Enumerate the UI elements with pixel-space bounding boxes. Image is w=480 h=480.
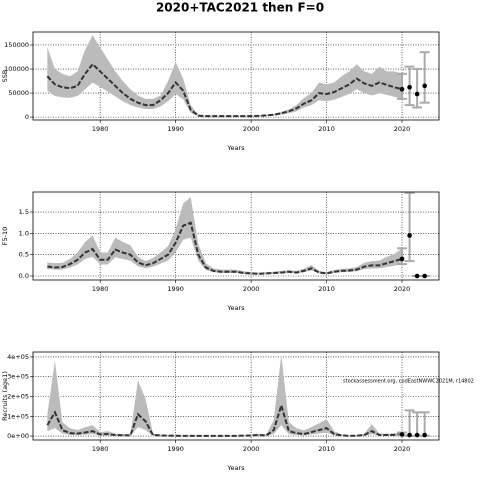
projection-point (407, 432, 412, 438)
y-axis-label: F5-10 (1, 227, 9, 246)
x-tick-label: 2010 (318, 285, 335, 293)
plot-frame (32, 351, 440, 441)
plot-frame (32, 31, 440, 121)
projection-point (399, 256, 405, 262)
x-tick-label: 1980 (92, 285, 109, 293)
projection-point (407, 85, 412, 90)
y-axis-label: SSB (1, 70, 9, 83)
y-tick-label: 2e+05 (7, 392, 29, 400)
y-tick-label: 150000 (4, 41, 29, 49)
confidence-band (47, 35, 403, 117)
y-tick-label: 100000 (4, 65, 29, 73)
x-tick-label: 2020 (394, 125, 411, 133)
confidence-band (47, 354, 403, 436)
x-axis-label: Years (226, 464, 245, 472)
y-tick-label: 1.5 (19, 208, 29, 216)
y-axis-label: Recruits (age1) (1, 371, 9, 421)
chart-title: 2020+TAC2021 then F=0 (156, 1, 324, 15)
estimate-line (46, 401, 403, 437)
x-tick-label: 2010 (318, 125, 335, 133)
projection-point (399, 432, 405, 437)
x-tick-label: 2000 (243, 445, 260, 453)
x-tick-label: 1980 (92, 125, 109, 133)
projection-point (422, 83, 427, 89)
y-tick-label: 3e+05 (7, 373, 29, 381)
x-tick-label: 1990 (167, 445, 184, 453)
confidence-band (47, 197, 403, 275)
projection-point (414, 432, 420, 438)
projection-point (399, 86, 405, 92)
x-tick-label: 1990 (167, 285, 184, 293)
y-tick-label: 0e+00 (7, 432, 29, 440)
x-tick-label: 2000 (243, 125, 260, 133)
projection-point (422, 273, 427, 279)
projection-point (414, 91, 420, 97)
y-tick-label: 1e+05 (7, 412, 29, 420)
x-tick-label: 2010 (318, 445, 335, 453)
y-tick-label: 0.5 (19, 251, 29, 259)
y-tick-label: 1.0 (19, 229, 29, 237)
x-tick-label: 2020 (394, 285, 411, 293)
annotation: stockassessment.org, codEastNWWC2021M, r… (343, 379, 474, 385)
x-tick-label: 1990 (167, 125, 184, 133)
projection-point (407, 233, 412, 238)
y-tick-label: 50000 (8, 89, 29, 97)
y-tick-label: 4e+05 (7, 353, 29, 361)
plot-frame (32, 191, 440, 281)
y-tick-label: 0.0 (19, 272, 29, 280)
y-tick-label: 0 (25, 113, 29, 121)
estimate-line (46, 62, 403, 118)
x-axis-label: Years (226, 144, 245, 152)
x-tick-label: 2000 (243, 285, 260, 293)
x-tick-label: 2020 (394, 445, 411, 453)
x-tick-label: 1980 (92, 445, 109, 453)
projection-point (422, 432, 427, 438)
estimate-line (47, 221, 403, 275)
projection-point (414, 273, 420, 279)
x-axis-label: Years (226, 304, 245, 312)
